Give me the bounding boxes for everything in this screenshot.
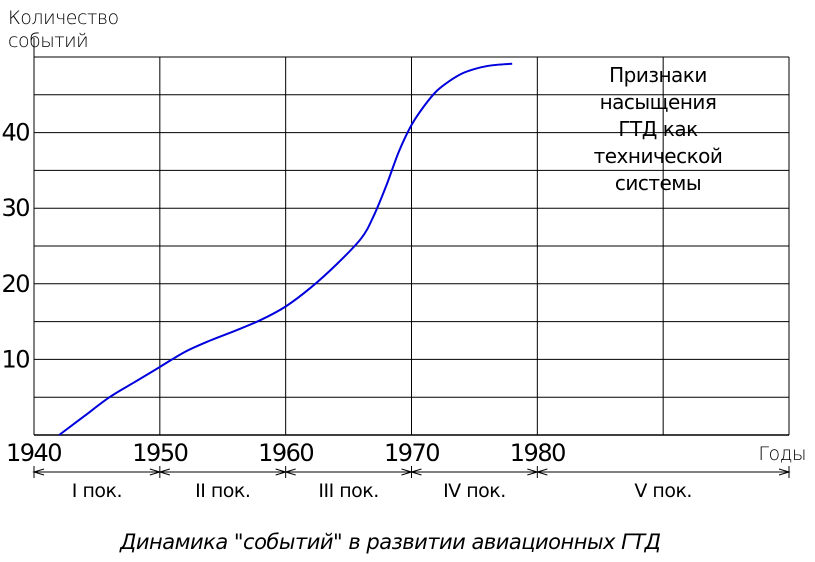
x-axis-label: Годы <box>758 443 806 465</box>
annotation-line: насыщения <box>600 90 717 114</box>
y-tick-labels: 10 20 30 40 <box>1 119 30 374</box>
period-label: II пок. <box>195 480 250 502</box>
grid-lines <box>34 57 789 435</box>
period-label: V пок. <box>634 480 692 502</box>
series-line <box>58 62 513 436</box>
x-tick-label: 1970 <box>384 439 439 467</box>
y-axis-label: Количество событий <box>8 7 119 52</box>
annotation-line: Признаки <box>609 63 707 87</box>
generation-periods: I пок. II пок. III пок. IV пок. V пок. <box>32 466 791 502</box>
x-tick-label: 1940 <box>6 439 61 467</box>
annotation-line: системы <box>615 171 701 195</box>
saturation-annotation: Признаки насыщения ГТД как технической систе… <box>594 63 723 195</box>
period-arrow-left <box>32 468 45 476</box>
x-tick-label: 1960 <box>258 439 313 467</box>
y-tick-label: 20 <box>1 270 29 298</box>
figure-caption: Динамика "событий" в развитии авиационны… <box>120 530 661 554</box>
period-arrow-left <box>535 468 548 476</box>
annotation-line: ГТД как <box>618 117 698 141</box>
plot-frame <box>33 38 790 436</box>
y-tick-label: 40 <box>1 119 29 147</box>
y-tick-label: 10 <box>1 345 29 373</box>
x-tick-labels: 1940 1950 1960 1970 1980 <box>6 439 567 467</box>
period-arrow-left <box>283 468 296 476</box>
y-axis-label-line: событий <box>8 30 88 52</box>
y-tick-label: 30 <box>1 194 29 222</box>
period-arrow-right <box>778 468 791 476</box>
x-tick-label: 1980 <box>510 439 565 467</box>
period-arrow-left <box>409 468 422 476</box>
period-arrow-left <box>158 468 170 476</box>
period-label: I пок. <box>72 480 122 502</box>
period-label: III пок. <box>318 480 378 502</box>
x-tick-label: 1950 <box>132 439 187 467</box>
annotation-line: технической <box>594 144 723 168</box>
period-label: IV пок. <box>443 480 506 502</box>
y-axis-label-line: Количество <box>8 7 119 29</box>
